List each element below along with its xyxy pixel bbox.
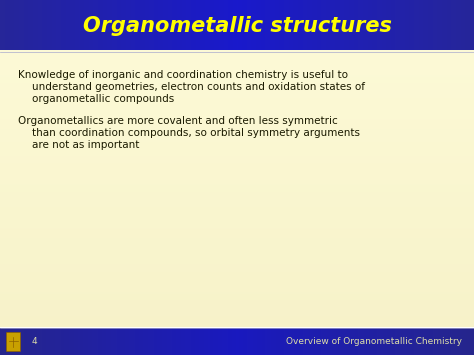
Text: are not as important: are not as important bbox=[32, 140, 139, 150]
Text: 4: 4 bbox=[32, 337, 37, 346]
Text: Knowledge of inorganic and coordination chemistry is useful to: Knowledge of inorganic and coordination … bbox=[18, 70, 348, 80]
Text: than coordination compounds, so orbital symmetry arguments: than coordination compounds, so orbital … bbox=[32, 128, 360, 138]
Text: Organometallics are more covalent and often less symmetric: Organometallics are more covalent and of… bbox=[18, 116, 338, 126]
Text: Overview of Organometallic Chemistry: Overview of Organometallic Chemistry bbox=[286, 337, 462, 346]
Text: Organometallic structures: Organometallic structures bbox=[82, 16, 392, 36]
Text: understand geometries, electron counts and oxidation states of: understand geometries, electron counts a… bbox=[32, 82, 365, 92]
FancyBboxPatch shape bbox=[7, 333, 20, 351]
Text: organometallic compounds: organometallic compounds bbox=[32, 94, 174, 104]
